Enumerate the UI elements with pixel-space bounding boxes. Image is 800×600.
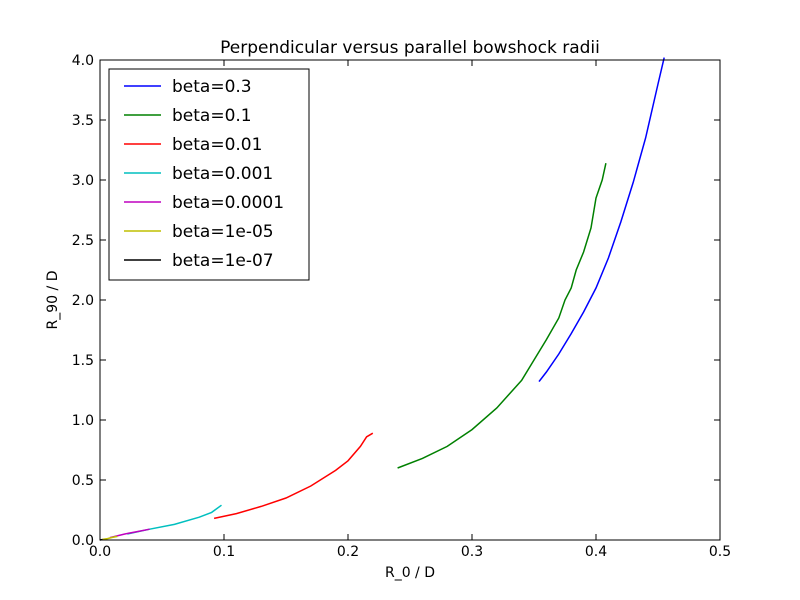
legend-label: beta=0.1 — [172, 106, 252, 126]
legend-label: beta=1e-07 — [172, 251, 274, 271]
x-tick-label: 0.2 — [337, 544, 359, 560]
y-tick-label: 1.5 — [72, 353, 94, 369]
x-tick-label: 0.0 — [89, 544, 111, 560]
x-tick-label: 0.3 — [461, 544, 483, 560]
series-line-0 — [538, 57, 665, 383]
y-axis-label: R_90 / D — [45, 271, 61, 330]
y-tick-label: 2.0 — [72, 293, 94, 309]
legend-label: beta=1e-05 — [172, 222, 274, 242]
series-line-1 — [397, 163, 607, 469]
x-tick-label: 0.4 — [585, 544, 607, 560]
y-tick-label: 0.0 — [72, 533, 94, 549]
legend-label: beta=0.01 — [172, 135, 262, 155]
y-tick-label: 3.5 — [72, 113, 94, 129]
series-lines — [99, 57, 665, 541]
x-axis-label: R_0 / D — [385, 565, 435, 581]
x-tick-label: 0.5 — [709, 544, 731, 560]
series-line-2 — [213, 432, 374, 520]
series-line-4 — [109, 528, 150, 539]
y-tick-label: 4.0 — [72, 53, 94, 69]
x-tick-label: 0.1 — [213, 544, 235, 560]
legend: beta=0.3 beta=0.1 beta=0.01 beta=0.001 beta=… — [108, 68, 310, 281]
y-tick-label: 2.5 — [72, 233, 94, 249]
y-axis-ticks: 0.0 0.5 1.0 1.5 2.0 2.5 3.0 3.5 4.0 — [72, 53, 720, 549]
x-axis-ticks: 0.0 0.1 0.2 0.3 0.4 0.5 — [89, 60, 731, 560]
chart-title: Perpendicular versus parallel bowshock r… — [220, 38, 600, 58]
legend-label: beta=0.3 — [172, 77, 252, 97]
legend-box — [108, 68, 310, 281]
y-tick-label: 1.0 — [72, 413, 94, 429]
legend-label: beta=0.001 — [172, 164, 273, 184]
series-line-5 — [102, 535, 118, 541]
legend-label: beta=0.0001 — [172, 193, 284, 213]
y-tick-label: 3.0 — [72, 173, 94, 189]
y-tick-label: 0.5 — [72, 473, 94, 489]
